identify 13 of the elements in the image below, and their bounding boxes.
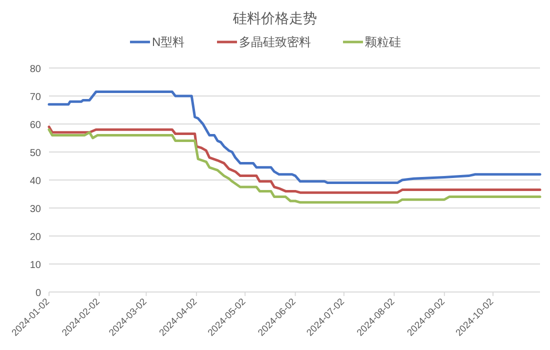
y-tick-label: 0	[35, 288, 42, 299]
legend-label: 颗粒硅	[365, 35, 401, 49]
chart-title: 硅料价格走势	[232, 10, 317, 26]
y-tick-label: 50	[30, 148, 42, 159]
legend-label: N型料	[152, 35, 185, 49]
y-tick-label: 80	[30, 64, 42, 75]
y-tick-label: 70	[30, 92, 42, 103]
y-tick-label: 10	[30, 260, 42, 271]
y-tick-label: 20	[30, 232, 42, 243]
y-tick-label: 40	[30, 176, 42, 187]
y-tick-label: 30	[30, 204, 42, 215]
y-tick-label: 60	[30, 120, 42, 131]
legend-label: 多晶硅致密料	[239, 35, 311, 49]
